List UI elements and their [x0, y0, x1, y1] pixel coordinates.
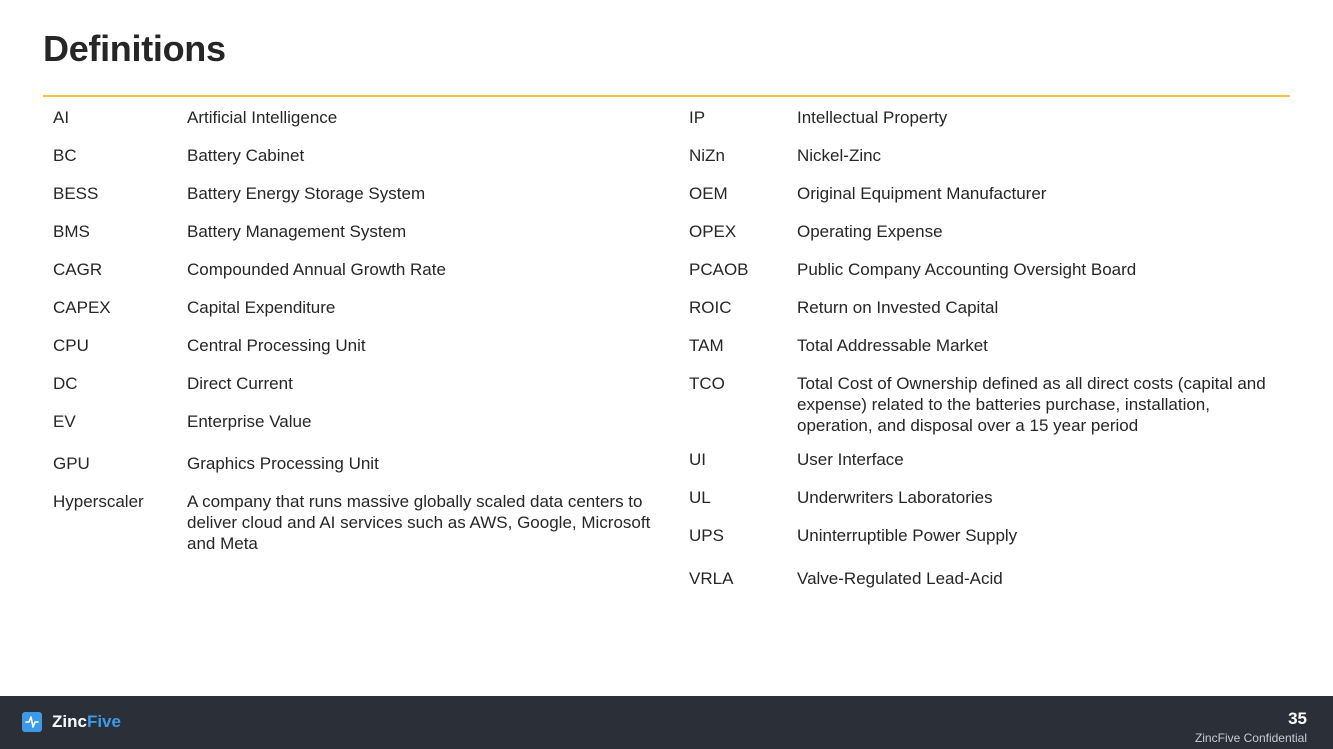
definitions-column-left: AI Artificial Intelligence BC Battery Ca… [53, 99, 663, 554]
definition-row: UL Underwriters Laboratories [689, 487, 1289, 508]
definition-row: UI User Interface [689, 449, 1289, 470]
abbreviation: GPU [53, 454, 90, 473]
definition-row: NiZn Nickel-Zinc [689, 145, 1289, 166]
abbreviation: TAM [689, 336, 724, 355]
abbreviation: DC [53, 374, 78, 393]
abbreviation: IP [689, 108, 706, 127]
abbreviation: EV [53, 412, 76, 431]
abbreviation: BESS [53, 184, 99, 203]
definition-text: Uninterruptible Power Supply [797, 526, 1018, 545]
definitions-column-right: IP Intellectual Property NiZn Nickel-Zin… [689, 99, 1289, 589]
definition-row: CAGR Compounded Annual Growth Rate [53, 259, 663, 280]
definition-row: UPS Uninterruptible Power Supply [689, 525, 1289, 546]
definition-text: Artificial Intelligence [187, 108, 338, 127]
definition-row: PCAOB Public Company Accounting Oversigh… [689, 259, 1289, 280]
logo-text-main: Zinc [52, 712, 87, 731]
definition-text: Graphics Processing Unit [187, 454, 379, 473]
definition-text: Battery Management System [187, 222, 407, 241]
definition-row: IP Intellectual Property [689, 107, 1289, 128]
definition-text: Operating Expense [797, 222, 943, 241]
abbreviation: ROIC [689, 298, 732, 317]
definition-text: Central Processing Unit [187, 336, 366, 355]
definition-text: Battery Energy Storage System [187, 184, 426, 203]
title-divider [43, 95, 1290, 97]
definition-row: BESS Battery Energy Storage System [53, 183, 663, 204]
logo-text-accent: Five [86, 712, 121, 731]
logo-text: ZincFive [52, 712, 121, 732]
definition-text: Direct Current [187, 374, 293, 393]
abbreviation: PCAOB [689, 260, 749, 279]
abbreviation: AI [53, 108, 70, 127]
abbreviation: UPS [689, 526, 724, 545]
definition-row: Hyperscaler A company that runs massive … [53, 491, 663, 554]
definition-row: BC Battery Cabinet [53, 145, 663, 166]
definition-text: Battery Cabinet [187, 146, 305, 165]
definition-text: Return on Invested Capital [797, 298, 999, 317]
definition-text: Intellectual Property [797, 108, 948, 127]
definition-text: Valve-Regulated Lead-Acid [797, 569, 1003, 588]
definition-text: Nickel-Zinc [797, 146, 882, 165]
footer-bar: ZincFive 35 ZincFive Confidential [0, 696, 1333, 749]
abbreviation: VRLA [689, 569, 734, 588]
abbreviation: UI [689, 450, 706, 469]
page-number: 35 [1288, 709, 1307, 728]
abbreviation: BMS [53, 222, 90, 241]
definition-row: GPU Graphics Processing Unit [53, 453, 663, 474]
definition-row: OEM Original Equipment Manufacturer [689, 183, 1289, 204]
definition-text: Original Equipment Manufacturer [797, 184, 1047, 203]
abbreviation: OEM [689, 184, 728, 203]
confidential-label: ZincFive Confidential [1194, 731, 1307, 745]
definition-text: Public Company Accounting Oversight Boar… [797, 260, 1137, 279]
definition-row: AI Artificial Intelligence [53, 107, 663, 128]
definition-text: Compounded Annual Growth Rate [187, 260, 446, 279]
definition-row: TAM Total Addressable Market [689, 335, 1289, 356]
definition-text: Total Cost of Ownership defined as all d… [797, 374, 1266, 435]
definition-text: Total Addressable Market [797, 336, 988, 355]
zincfive-logo-icon [22, 712, 42, 732]
definition-text: Underwriters Laboratories [797, 488, 993, 507]
zincfive-logo: ZincFive [22, 712, 121, 732]
abbreviation: OPEX [689, 222, 737, 241]
abbreviation: NiZn [689, 146, 725, 165]
definition-row: EV Enterprise Value [53, 411, 663, 432]
definition-text: A company that runs massive globally sca… [187, 492, 651, 553]
abbreviation: TCO [689, 374, 725, 393]
definition-row: OPEX Operating Expense [689, 221, 1289, 242]
definition-text: User Interface [797, 450, 904, 469]
abbreviation: CPU [53, 336, 89, 355]
abbreviation: UL [689, 488, 711, 507]
definition-row: DC Direct Current [53, 373, 663, 394]
definition-text: Capital Expenditure [187, 298, 336, 317]
definition-row: TCO Total Cost of Ownership defined as a… [689, 373, 1289, 436]
definition-text: Enterprise Value [187, 412, 312, 431]
definition-row: CPU Central Processing Unit [53, 335, 663, 356]
definition-row: CAPEX Capital Expenditure [53, 297, 663, 318]
definition-row: ROIC Return on Invested Capital [689, 297, 1289, 318]
page-title: Definitions [43, 28, 226, 69]
abbreviation: BC [53, 146, 77, 165]
definition-row: BMS Battery Management System [53, 221, 663, 242]
abbreviation: CAGR [53, 260, 103, 279]
abbreviation: Hyperscaler [53, 492, 144, 511]
definition-row: VRLA Valve-Regulated Lead-Acid [689, 568, 1289, 589]
abbreviation: CAPEX [53, 298, 111, 317]
